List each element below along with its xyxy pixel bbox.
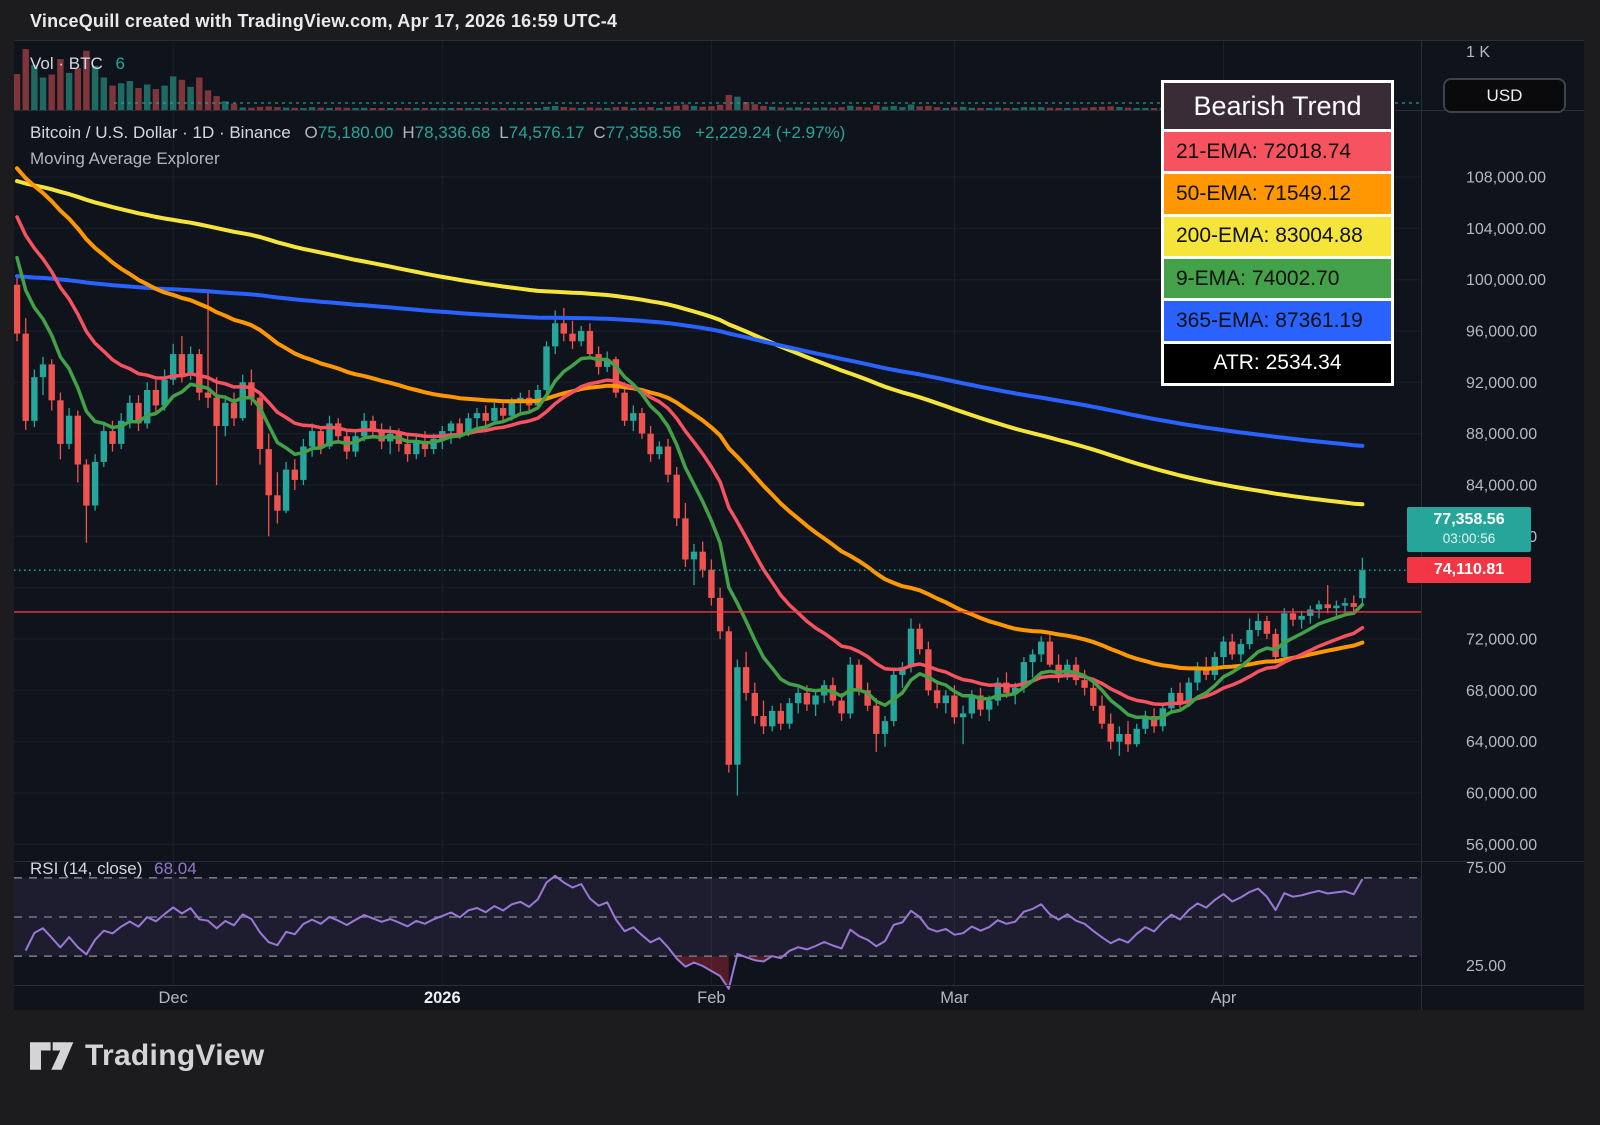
symbol-ohlc-line: Bitcoin / U.S. Dollar · 1D · Binance O75… [30,123,845,143]
legend-row: 200-EMA: 83004.88 [1164,216,1391,256]
svg-text:100,000.00: 100,000.00 [1466,272,1546,289]
legend-title: Bearish Trend [1164,83,1391,129]
svg-text:Feb: Feb [697,989,725,1007]
ohlc-letter: O [304,123,318,142]
currency-toggle-button[interactable]: USD [1443,78,1566,113]
svg-text:2026: 2026 [424,989,461,1007]
svg-text:Mar: Mar [940,989,969,1007]
svg-text:Apr: Apr [1211,989,1237,1007]
rsi-label-text[interactable]: RSI (14, close) [30,859,143,878]
svg-text:72,000.00: 72,000.00 [1466,632,1537,649]
alert-price-badge[interactable]: 74,110.81 [1407,557,1531,583]
tradingview-footer[interactable]: TradingView [30,1036,264,1076]
watermark-title: VinceQuill created with TradingView.com,… [30,11,618,31]
svg-text:88,000.00: 88,000.00 [1466,426,1537,443]
bearish-trend-legend[interactable]: Bearish Trend 21-EMA: 72018.74 50-EMA: 71… [1161,80,1394,386]
svg-text:64,000.00: 64,000.00 [1466,734,1537,751]
svg-text:75.00: 75.00 [1466,860,1506,877]
legend-row: 21-EMA: 72018.74 [1164,132,1391,172]
last-price-badge[interactable]: 77,358.56 03:00:56 [1407,507,1531,552]
bar-countdown: 03:00:56 [1442,531,1496,546]
ohlc-number: 74,576.17 [508,123,585,142]
svg-text:92,000.00: 92,000.00 [1466,375,1537,392]
ohlc-letter: L [499,123,509,142]
legend-row: 9-EMA: 74002.70 [1164,258,1391,299]
legend-row: ATR: 2534.34 [1164,343,1391,383]
svg-text:Dec: Dec [159,989,188,1007]
svg-text:1 K: 1 K [1466,44,1490,61]
symbol-title[interactable]: Bitcoin / U.S. Dollar · 1D · Binance [30,123,291,142]
svg-text:108,000.00: 108,000.00 [1466,170,1546,187]
volume-label-text: Vol · BTC [30,54,103,73]
indicator-name[interactable]: Moving Average Explorer [30,149,220,168]
legend-row: 50-EMA: 71549.12 [1164,174,1391,214]
svg-text:104,000.00: 104,000.00 [1466,221,1546,238]
ohlc-letter: H [402,123,415,142]
rsi-pane-label: RSI (14, close) 68.04 [30,859,197,879]
volume-pane-label: Vol · BTC 6 [30,54,125,74]
rsi-value: 68.04 [154,859,197,878]
ohlc-values: O75,180.00 H78,336.68 L74,576.17 C77,358.56 [296,123,682,142]
tradingview-logo-icon [30,1042,74,1070]
svg-text:96,000.00: 96,000.00 [1466,324,1537,341]
svg-text:60,000.00: 60,000.00 [1466,786,1537,803]
change-value: +2,229.24 (+2.97%) [695,123,846,142]
svg-text:68,000.00: 68,000.00 [1466,683,1537,700]
ohlc-letter: C [593,123,606,142]
svg-text:56,000.00: 56,000.00 [1466,837,1537,854]
ohlc-number: 77,358.56 [605,123,682,142]
ohlc-number: 75,180.00 [317,123,394,142]
tradingview-logo-text: TradingView [85,1039,265,1072]
svg-text:25.00: 25.00 [1466,958,1506,975]
legend-row: 365-EMA: 87361.19 [1164,301,1391,341]
svg-text:84,000.00: 84,000.00 [1466,478,1537,495]
volume-value: 6 [115,54,125,73]
last-price-value: 77,358.56 [1433,511,1505,528]
ohlc-number: 78,336.68 [414,123,491,142]
